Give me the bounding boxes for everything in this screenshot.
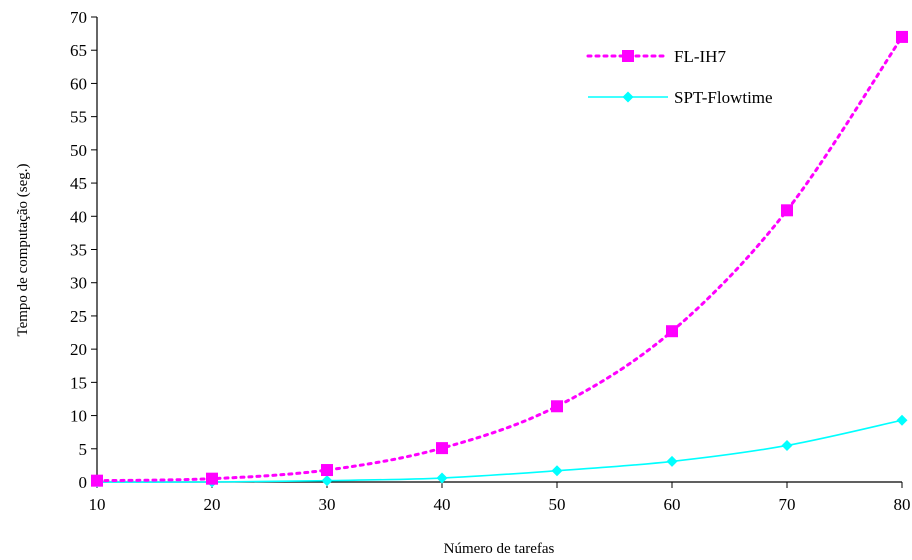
data-point: [91, 474, 103, 487]
y-tick-label: 55: [70, 108, 87, 127]
y-axis-title: Tempo de computação (seg.): [15, 163, 31, 336]
legend-marker: [622, 91, 634, 103]
x-tick-label: 70: [779, 495, 796, 514]
series-layer: [91, 30, 908, 488]
y-tick-label: 40: [70, 207, 87, 226]
x-tick-label: 60: [664, 495, 681, 514]
y-tick-label: 35: [70, 241, 87, 260]
y-tick-label: 50: [70, 141, 87, 160]
data-point: [436, 442, 448, 455]
legend-item: SPT-Flowtime: [588, 88, 773, 107]
x-tick-label: 30: [319, 495, 336, 514]
data-point: [781, 204, 793, 217]
legend-item: FL-IH7: [586, 47, 726, 66]
x-tick-label: 80: [894, 495, 911, 514]
x-tick-label: 40: [434, 495, 451, 514]
series-line: [96, 419, 903, 483]
x-tick-label: 50: [549, 495, 566, 514]
y-tick-label: 10: [70, 407, 87, 426]
y-tick-label: 5: [79, 440, 88, 459]
x-axis-title: Número de tarefas: [444, 541, 555, 557]
data-point: [666, 455, 678, 467]
y-tick-label: 25: [70, 307, 87, 326]
series-fl-ih7: [91, 30, 908, 487]
y-tick-label: 60: [70, 74, 87, 93]
y-tick-label: 70: [70, 8, 87, 27]
data-point: [896, 414, 908, 426]
legend-marker: [622, 50, 634, 62]
y-tick-label: 45: [70, 174, 87, 193]
data-point: [896, 30, 908, 43]
data-point: [781, 439, 793, 451]
x-tick-label: 10: [89, 495, 106, 514]
legend-label: SPT-Flowtime: [674, 88, 773, 107]
legend: FL-IH7 SPT-Flowtime: [586, 47, 773, 107]
y-ticks: 0 5 10 15 20 25 30 35 40 45 50 55 60 65 70: [70, 8, 97, 492]
legend-label: FL-IH7: [674, 47, 726, 66]
series-line: [95, 35, 904, 483]
data-point: [321, 475, 333, 487]
y-tick-label: 0: [79, 473, 88, 492]
data-point: [206, 472, 218, 485]
data-point: [436, 472, 448, 484]
data-point: [666, 325, 678, 338]
y-tick-label: 20: [70, 340, 87, 359]
y-tick-label: 65: [70, 41, 87, 60]
y-tick-label: 15: [70, 373, 87, 392]
x-tick-label: 20: [204, 495, 221, 514]
y-tick-label: 30: [70, 274, 87, 293]
data-point: [551, 400, 563, 413]
data-point: [551, 465, 563, 477]
data-point: [321, 464, 333, 477]
